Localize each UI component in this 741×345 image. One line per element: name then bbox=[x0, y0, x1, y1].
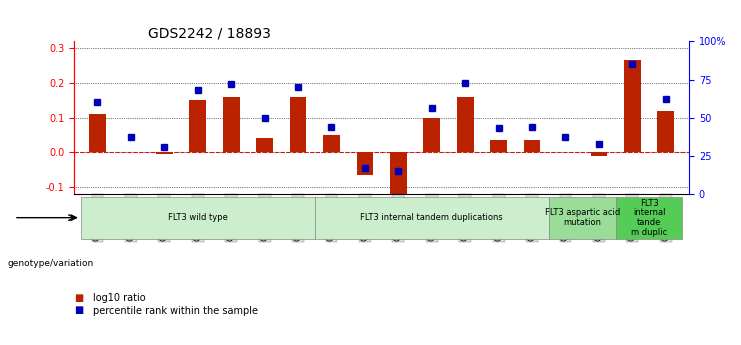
Bar bbox=[390, 152, 407, 196]
Bar bbox=[89, 114, 106, 152]
Bar bbox=[156, 152, 173, 154]
Text: log10 ratio: log10 ratio bbox=[93, 294, 145, 303]
Bar bbox=[423, 118, 440, 152]
Bar bbox=[190, 100, 206, 152]
Text: ■: ■ bbox=[74, 306, 83, 315]
Text: FLT3 internal tandem duplications: FLT3 internal tandem duplications bbox=[360, 213, 503, 222]
Text: FLT3 aspartic acid
mutation: FLT3 aspartic acid mutation bbox=[545, 208, 619, 227]
Bar bbox=[290, 97, 307, 152]
Bar bbox=[624, 60, 641, 152]
FancyBboxPatch shape bbox=[616, 197, 682, 239]
FancyBboxPatch shape bbox=[549, 197, 616, 239]
Text: percentile rank within the sample: percentile rank within the sample bbox=[93, 306, 258, 315]
Text: FLT3
internal
tande
m duplic: FLT3 internal tande m duplic bbox=[631, 199, 667, 237]
Bar bbox=[456, 97, 473, 152]
Bar bbox=[223, 97, 239, 152]
Bar bbox=[356, 152, 373, 175]
Bar bbox=[256, 138, 273, 152]
Bar bbox=[524, 140, 540, 152]
Bar bbox=[323, 135, 340, 152]
Text: GDS2242 / 18893: GDS2242 / 18893 bbox=[148, 26, 270, 40]
Text: genotype/variation: genotype/variation bbox=[7, 259, 93, 268]
Bar bbox=[657, 111, 674, 152]
FancyBboxPatch shape bbox=[81, 197, 315, 239]
Bar bbox=[491, 140, 507, 152]
FancyBboxPatch shape bbox=[315, 197, 549, 239]
Text: ■: ■ bbox=[74, 294, 83, 303]
Bar bbox=[591, 152, 607, 156]
Text: FLT3 wild type: FLT3 wild type bbox=[168, 213, 227, 222]
